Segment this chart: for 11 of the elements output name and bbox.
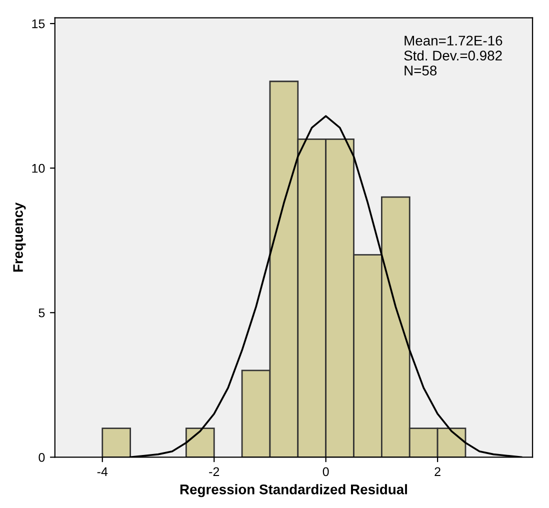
x-tick-label: -4 <box>97 467 108 476</box>
x-tick-label: 0 <box>322 467 329 476</box>
annotation: Mean=1.72E-16 Std. Dev.=0.982 N=58 <box>404 36 502 76</box>
x-tick-label: 2 <box>434 467 440 476</box>
y-tick-label: 0 <box>38 453 45 462</box>
y-tick-label: 10 <box>32 164 45 173</box>
y-axis-title: Frequency <box>13 202 26 272</box>
y-tick-label: 5 <box>38 308 45 318</box>
x-axis-title: Regression Standardized Residual <box>180 484 407 498</box>
x-tick-label: -2 <box>209 467 220 476</box>
y-tick-label: 15 <box>32 19 45 28</box>
